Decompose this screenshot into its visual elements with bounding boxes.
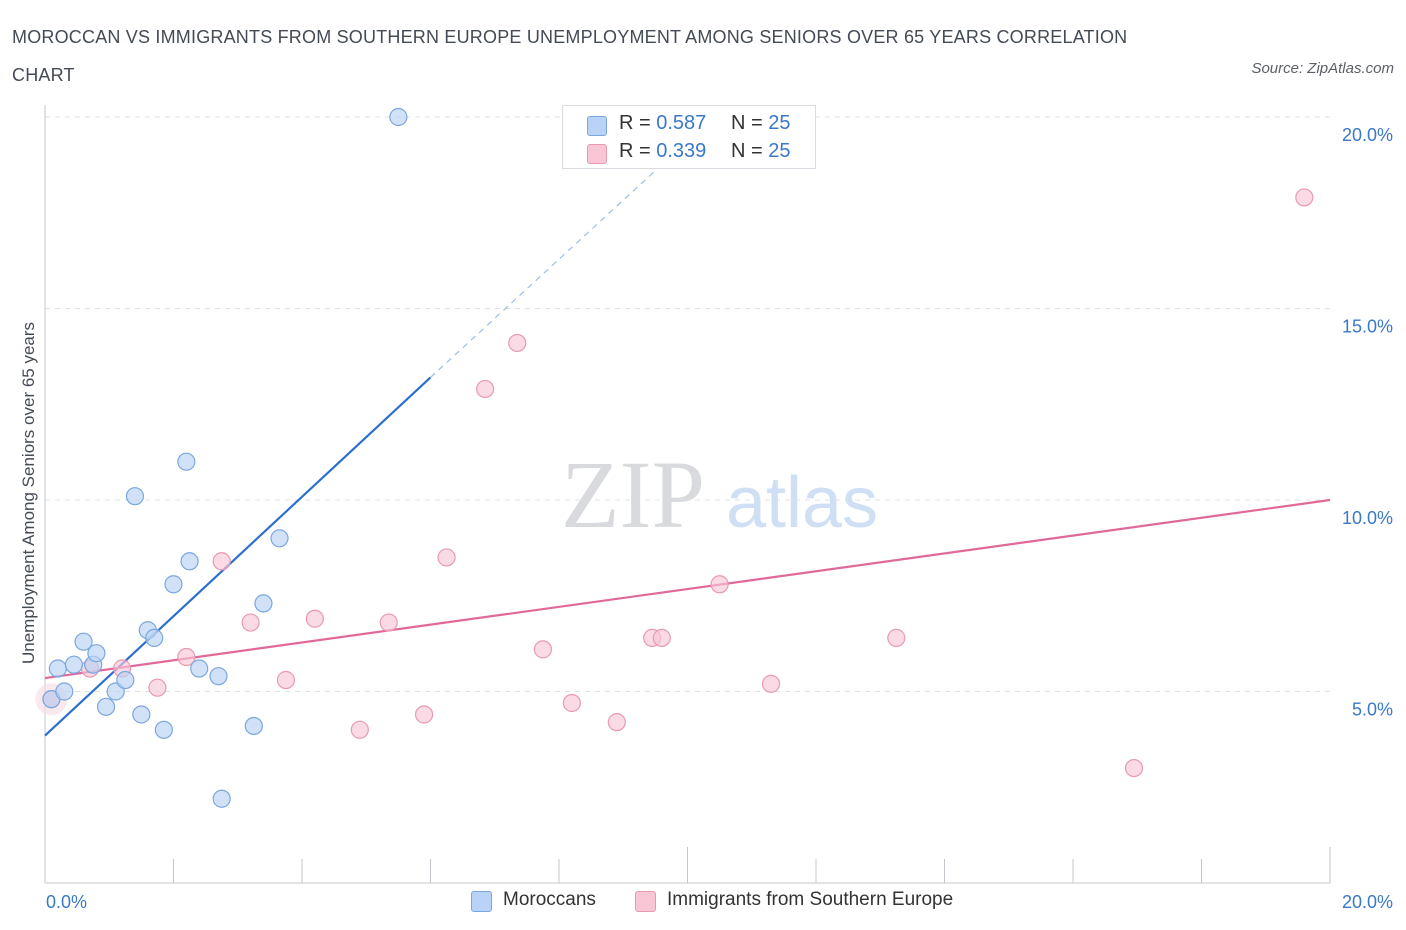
moroccans-point-24[interactable]	[389, 107, 408, 127]
immigrants-n-value: 25	[768, 140, 791, 162]
chart-title: MOROCCAN VS IMMIGRANTS FROM SOUTHERN EUR…	[12, 27, 1128, 85]
source-label: Source: ZipAtlas.com	[1251, 60, 1394, 77]
moroccans-trend-line	[44, 376, 432, 737]
immigrants-point-3[interactable]	[148, 678, 167, 697]
watermark-zip: ZIP	[561, 441, 705, 548]
moroccans-point-22[interactable]	[254, 594, 273, 613]
immigrants-point-16[interactable]	[562, 693, 581, 713]
moroccans-point-16[interactable]	[177, 452, 196, 471]
n-label: N =	[731, 112, 769, 134]
data-points	[35, 107, 1314, 808]
immigrants-point-22[interactable]	[887, 628, 906, 647]
moroccans-point-11[interactable]	[132, 705, 151, 724]
immigrants-point-11[interactable]	[414, 705, 434, 724]
moroccans-point-9[interactable]	[116, 670, 135, 690]
immigrants-point-13[interactable]	[476, 379, 495, 399]
moroccans-point-17[interactable]	[180, 552, 199, 571]
immigrants-point-23[interactable]	[1124, 758, 1144, 778]
immigrants-point-5[interactable]	[212, 552, 231, 571]
immigrants-point-20[interactable]	[710, 575, 729, 594]
immigrants-point-21[interactable]	[761, 674, 781, 693]
immigrants-point-8[interactable]	[305, 609, 324, 628]
moroccans-point-3[interactable]	[64, 655, 84, 674]
x-tick-label-min: 0.0%	[46, 892, 87, 912]
watermark: ZIP atlas	[561, 441, 878, 548]
moroccans-point-15[interactable]	[164, 575, 183, 594]
immigrants-trend-line	[44, 498, 1331, 680]
tick-labels: 5.0% 10.0% 15.0% 20.0% 0.0% 20.0%	[46, 125, 1393, 912]
moroccans-point-20[interactable]	[212, 789, 231, 808]
correlation-legend: R = 0.587 N = 25 R = 0.339 N = 25	[562, 105, 816, 169]
r-label: R =	[619, 112, 657, 134]
moroccans-point-13[interactable]	[145, 628, 164, 647]
immigrants-point-9[interactable]	[350, 720, 369, 739]
moroccans-point-2[interactable]	[55, 682, 74, 701]
moroccans-legend-label: Moroccans	[503, 889, 596, 910]
immigrants-legend-label: Immigrants from Southern Europe	[667, 889, 954, 910]
n-label: N =	[731, 140, 769, 162]
y-tick-label-2: 15.0%	[1342, 317, 1393, 337]
immigrants-r-value: 0.339	[656, 140, 707, 162]
y-axis-label: Unemployment Among Seniors over 65 years	[19, 322, 38, 664]
immigrants-swatch	[587, 144, 607, 164]
moroccans-point-7[interactable]	[96, 697, 116, 716]
immigrants-point-10[interactable]	[379, 613, 398, 632]
grid-lines	[45, 116, 1330, 692]
immigrants-point-24[interactable]	[1295, 188, 1314, 207]
moroccans-point-21[interactable]	[244, 716, 263, 736]
moroccans-point-1[interactable]	[48, 659, 67, 678]
immigrants-point-14[interactable]	[508, 333, 527, 353]
trend-lines	[44, 170, 1331, 737]
y-tick-label-3: 20.0%	[1342, 125, 1393, 145]
moroccans-point-10[interactable]	[125, 487, 145, 506]
immigrants-point-7[interactable]	[276, 670, 296, 690]
moroccans-legend-swatch	[471, 891, 492, 912]
immigrants-point-4[interactable]	[177, 647, 196, 667]
moroccans-n-value: 25	[768, 112, 791, 134]
moroccans-point-23[interactable]	[270, 529, 289, 548]
moroccans-swatch	[587, 116, 607, 136]
moroccans-r-value: 0.587	[656, 112, 707, 134]
immigrants-point-6[interactable]	[241, 613, 260, 632]
moroccans-point-14[interactable]	[154, 720, 173, 739]
moroccans-point-19[interactable]	[209, 667, 228, 686]
moroccans-point-6[interactable]	[87, 644, 106, 663]
immigrants-point-19[interactable]	[652, 628, 671, 647]
y-tick-label-0: 5.0%	[1352, 700, 1393, 720]
moroccans-trend-extension	[430, 170, 656, 378]
moroccans-point-4[interactable]	[74, 632, 93, 651]
axes	[44, 105, 1331, 884]
immigrants-legend-swatch	[635, 891, 656, 912]
watermark-atlas: atlas	[726, 463, 878, 543]
moroccans-point-18[interactable]	[190, 659, 209, 678]
x-tick-label-max: 20.0%	[1342, 892, 1393, 912]
r-label: R =	[619, 140, 657, 162]
immigrants-point-12[interactable]	[437, 548, 456, 567]
immigrants-point-17[interactable]	[607, 713, 626, 732]
immigrants-point-15[interactable]	[533, 640, 553, 659]
y-tick-label-1: 10.0%	[1342, 508, 1393, 528]
